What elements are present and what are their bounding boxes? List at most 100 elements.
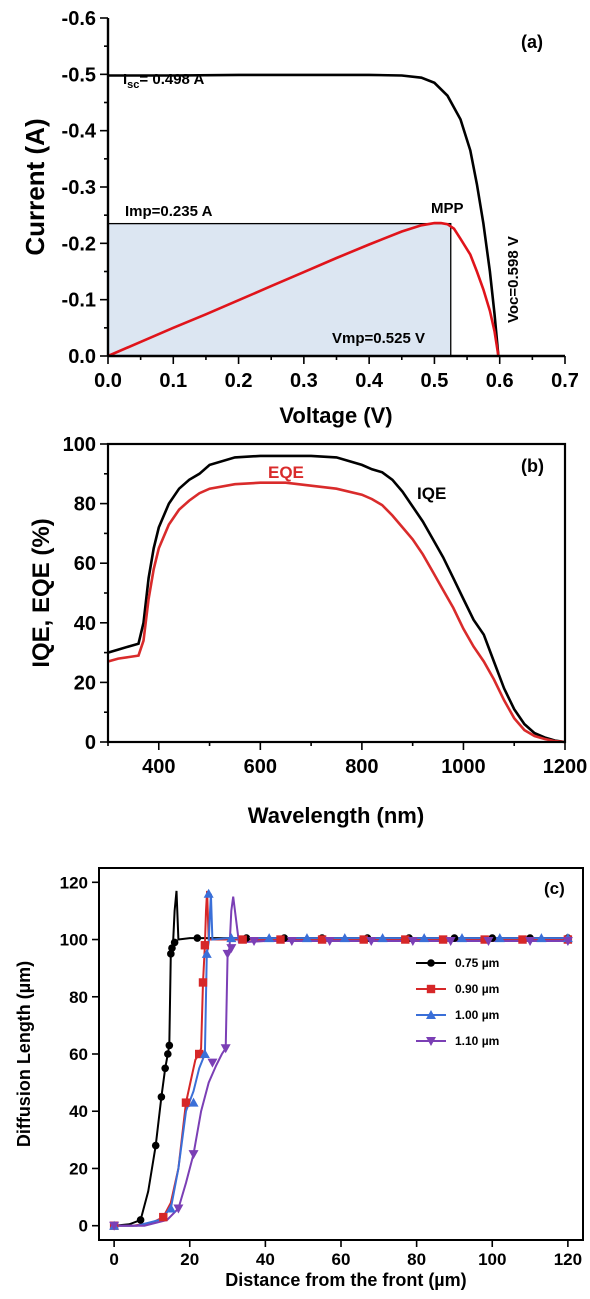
data-point-marker [276, 935, 285, 944]
legend-marker [427, 959, 435, 967]
iqe-curve [107, 454, 566, 744]
x-tick-label-c: 100 [478, 1250, 506, 1269]
x-tick-label-a: 0.2 [225, 370, 253, 392]
y-tick-label-c: 100 [60, 931, 88, 950]
data-point-marker [168, 944, 176, 952]
x-tick-label-a: 0.4 [355, 370, 384, 392]
data-point-marker [419, 933, 430, 943]
data-point-marker [407, 936, 418, 946]
data-point-marker [161, 1064, 169, 1073]
data-point-marker [199, 1049, 210, 1058]
data-point-marker [170, 938, 179, 947]
y-tick-label-a: -0.3 [62, 177, 96, 199]
data-point-marker [165, 1041, 174, 1050]
y-tick-label-c: 20 [69, 1159, 88, 1178]
panel-label-a: (a) [521, 32, 543, 52]
y-axis-title-b: IQE, EQE (%) [28, 518, 55, 667]
y-tick-label-b: 80 [74, 494, 96, 516]
data-point-marker [165, 1203, 176, 1213]
x-axis-title-b: Wavelength (nm) [248, 803, 424, 828]
imp-annotation: Imp=0.235 A [125, 203, 213, 220]
mpp-annotation: MPP [431, 200, 464, 217]
data-point-marker [109, 1221, 120, 1231]
x-tick-label-c: 120 [554, 1250, 582, 1269]
x-tick-label-c: 40 [256, 1250, 275, 1269]
legend-entry-label: 0.75 µm [455, 956, 499, 970]
data-point-marker [207, 1058, 218, 1068]
y-tick-label-b: 20 [74, 672, 96, 694]
y-tick-label-c: 0 [79, 1217, 88, 1236]
data-point-marker [222, 949, 233, 959]
legend-marker [426, 984, 436, 994]
data-point-marker [438, 935, 448, 944]
y-tick-label-a: -0.2 [62, 233, 96, 255]
data-point-marker [151, 1141, 160, 1150]
data-point-marker [159, 1212, 168, 1222]
x-tick-label-c: 20 [180, 1250, 199, 1269]
data-point-marker [401, 935, 410, 944]
data-point-marker [226, 933, 237, 943]
legend-marker [426, 1037, 436, 1046]
x-axis-title-c: Distance from the front (µm) [225, 1270, 466, 1290]
legend-entry-label: 0.90 µm [455, 982, 499, 996]
data-point-marker [188, 1150, 199, 1160]
data-point-marker [238, 935, 247, 944]
panel-a-iv-curve: 0.0 0.1 0.2 0.3 0.4 0.5 0.6 0.7 0.0 -0.1 -0.2 -0.3 -… [20, 8, 579, 428]
x-tick-label-c: 60 [332, 1250, 351, 1269]
data-point-marker [264, 933, 275, 943]
data-point-marker [339, 933, 350, 943]
vmp-annotation: Vmp=0.525 V [332, 330, 425, 347]
y-tick-label-c: 80 [69, 988, 88, 1007]
data-point-marker [193, 934, 202, 942]
data-point-marker [249, 936, 260, 946]
y-tick-label-a: 0.0 [68, 346, 96, 368]
data-point-marker [203, 888, 214, 898]
x-tick-label-a: 0.0 [94, 370, 122, 392]
y-tick-label-c: 120 [60, 873, 88, 892]
y-tick-label-a: -0.6 [62, 8, 96, 30]
data-point-marker [536, 933, 547, 943]
y-axis-title-c: Diffusion Length (µm) [14, 961, 34, 1147]
data-point-marker [164, 1050, 172, 1058]
data-point-marker [377, 933, 388, 943]
data-point-marker [188, 1097, 199, 1107]
eqe-series-label: EQE [268, 463, 304, 482]
data-point-marker [157, 1093, 166, 1101]
legend-entry-label: 1.00 µm [455, 1008, 499, 1022]
data-point-marker [317, 935, 327, 944]
isc-annotation: Isc= 0.498 A [123, 71, 204, 91]
data-point-marker [167, 950, 175, 958]
power-curve-red [107, 221, 500, 358]
panel-label-c: (c) [544, 879, 565, 898]
data-point-marker [301, 933, 312, 943]
eqe-curve [107, 481, 566, 744]
panel-c-diffusion-length: 0 20 40 60 80 100 120 0 20 40 60 80 100 120 (c) 0.75 … [14, 867, 584, 1290]
data-point-marker [198, 978, 208, 987]
x-tick-label-b: 600 [244, 756, 277, 778]
y-tick-label-b: 100 [63, 434, 96, 456]
data-point-marker [201, 948, 212, 958]
x-tick-label-c: 0 [109, 1250, 118, 1269]
voc-annotation: Voc=0.598 V [505, 236, 522, 323]
data-point-marker [136, 1216, 145, 1224]
data-point-marker [181, 1098, 191, 1107]
data-point-marker [359, 935, 368, 944]
iqe-series-label: IQE [417, 484, 446, 503]
diffusion-series-line [114, 890, 568, 1227]
y-axis-title-a: Current (A) [20, 118, 50, 255]
legend-c: 0.75 µm 0.90 µm 1.00 µm 1.10 µm [416, 956, 499, 1048]
data-point-marker [200, 941, 210, 950]
legend-entry-label: 1.10 µm [455, 1034, 499, 1048]
y-tick-label-b: 0 [85, 732, 96, 754]
y-tick-label-b: 40 [74, 613, 96, 635]
x-axis-title-a: Voltage (V) [279, 403, 392, 428]
data-point-marker [286, 936, 297, 946]
x-tick-label-a: 0.5 [421, 370, 449, 392]
x-tick-label-a: 0.6 [486, 370, 514, 392]
data-point-marker [445, 936, 456, 946]
data-point-marker [324, 936, 335, 946]
panel-label-b: (b) [521, 456, 544, 476]
y-tick-label-a: -0.4 [62, 121, 97, 143]
y-tick-label-c: 40 [69, 1102, 88, 1121]
x-tick-label-b: 400 [142, 756, 175, 778]
